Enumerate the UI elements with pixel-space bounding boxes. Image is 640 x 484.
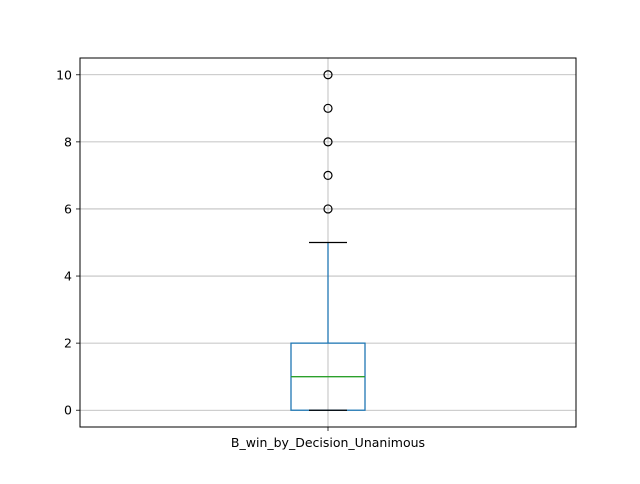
y-tick-label: 10 bbox=[56, 67, 72, 82]
y-tick-label: 4 bbox=[64, 269, 72, 284]
y-tick-label: 0 bbox=[64, 403, 72, 418]
y-tick-label: 8 bbox=[64, 134, 72, 149]
outlier-point bbox=[323, 137, 333, 147]
plot-layer bbox=[290, 70, 366, 411]
outlier-point bbox=[323, 70, 333, 80]
outlier-point bbox=[323, 103, 333, 113]
axis-layer: 0 2 4 6 8 10 B_win_by_Decision_Unanimous bbox=[56, 67, 425, 450]
outlier-point bbox=[323, 170, 333, 181]
x-tick-label: B_win_by_Decision_Unanimous bbox=[231, 435, 425, 450]
outlier-point bbox=[323, 204, 333, 214]
y-tick-label: 6 bbox=[64, 201, 72, 216]
y-tick-label: 2 bbox=[64, 336, 72, 351]
